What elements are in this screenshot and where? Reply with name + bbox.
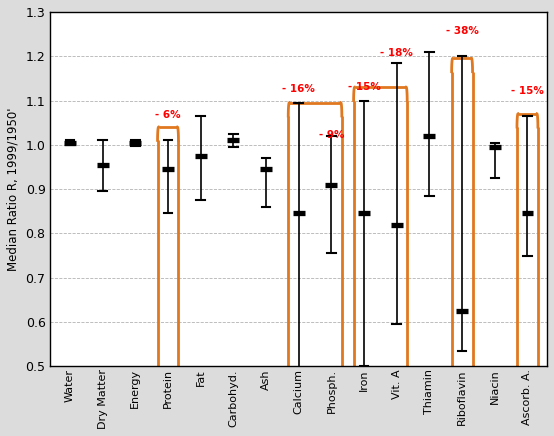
Text: - 6%: - 6% — [155, 110, 181, 120]
Text: - 18%: - 18% — [380, 48, 413, 58]
Text: - 9%: - 9% — [319, 130, 344, 140]
Text: - 16%: - 16% — [283, 84, 315, 94]
Y-axis label: Median Ratio R, 1999/1950': Median Ratio R, 1999/1950' — [7, 107, 20, 271]
Text: - 38%: - 38% — [445, 26, 479, 36]
Text: - 15%: - 15% — [347, 82, 381, 92]
Text: - 15%: - 15% — [511, 86, 544, 96]
